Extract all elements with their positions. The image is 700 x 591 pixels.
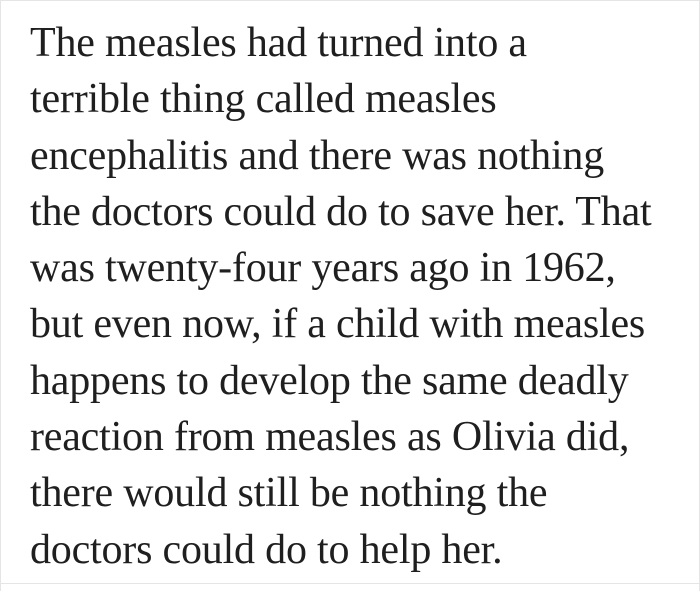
paragraph-line: but even now, if a child with measles: [30, 301, 646, 348]
paragraph-line: The measles had turned into a: [30, 20, 527, 66]
paragraph-line: was twenty-four years ago in 1962,: [30, 245, 616, 292]
paragraph-line: reaction from measles as Olivia did,: [30, 414, 630, 461]
paragraph-line: doctors could do to help her.: [30, 526, 503, 573]
paragraph-line: there would still be nothing the: [30, 470, 548, 517]
paragraph-line: terrible thing called measles: [30, 76, 497, 123]
paragraph-line: happens to develop the same deadly: [30, 357, 629, 404]
paragraph-line: the doctors could do to save her. That: [30, 188, 652, 235]
paragraph-line: encephalitis and there was nothing: [30, 132, 605, 179]
